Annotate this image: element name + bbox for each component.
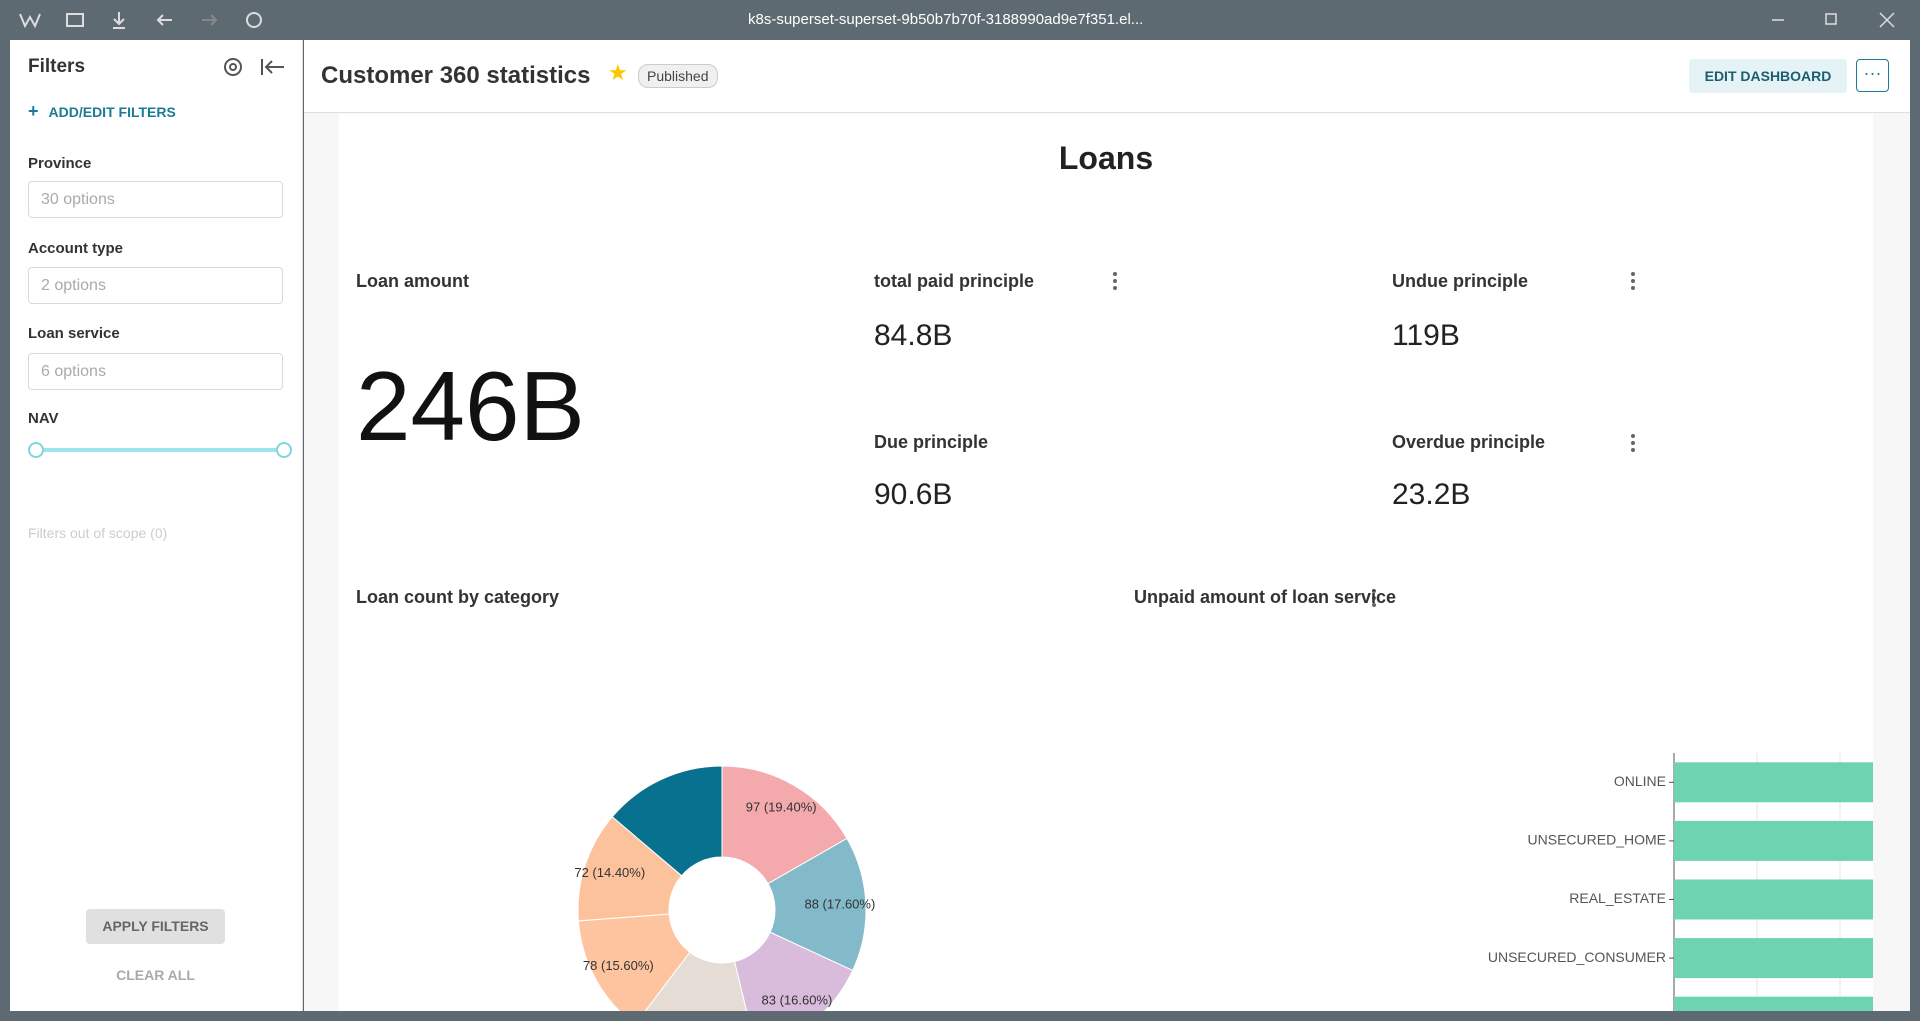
kpi-title: Overdue principle xyxy=(1392,432,1546,452)
clear-all[interactable]: CLEAR ALL xyxy=(116,967,195,983)
add-filters-text: ADD/EDIT FILTERS xyxy=(48,104,176,120)
data-label: 72 (14.40%) xyxy=(574,865,645,880)
favorite-star[interactable]: ★ xyxy=(608,60,628,85)
browser-icons xyxy=(19,12,262,29)
chart-title: Unpaid amount of loan service xyxy=(1134,587,1397,607)
dashboard-header: Customer 360 statistics ★ Published EDIT… xyxy=(304,40,1910,113)
filter-label: Province xyxy=(28,155,92,172)
dashboard: Customer 360 statistics ★ Published EDIT… xyxy=(304,40,1910,1011)
pie-slice xyxy=(577,816,683,922)
sidebar-title: Filters xyxy=(28,56,86,77)
edit-button[interactable]: EDIT DASHBOARD xyxy=(1689,59,1847,93)
dashboard-title: Customer 360 statistics xyxy=(321,62,591,89)
bar[interactable] xyxy=(1674,938,1873,979)
filter-select[interactable]: 6 options xyxy=(28,353,283,390)
kpi-value: 246B xyxy=(356,351,585,461)
dashboard-content: Loans Loan amount 246B total paid princi… xyxy=(339,114,1873,1011)
filter-label: NAV xyxy=(28,410,59,427)
y-tick-label: REAL_ESTATE xyxy=(1569,890,1666,906)
range-slider[interactable] xyxy=(26,439,296,461)
status-badge: Published xyxy=(638,64,718,88)
bar[interactable] xyxy=(1674,820,1873,861)
bar[interactable] xyxy=(1674,762,1873,803)
out-of-scope[interactable]: Filters out of scope (0) xyxy=(28,525,168,541)
pie-slice xyxy=(611,765,723,877)
kpi-title: Undue principle xyxy=(1392,271,1529,291)
filter-label: Account type xyxy=(28,240,124,257)
data-label: 88 (17.60%) xyxy=(804,896,875,911)
data-label: 83 (16.60%) xyxy=(762,993,833,1008)
filter-sidebar: Filters + ADD/EDIT FILTERS Province 30 op… xyxy=(10,40,303,1011)
apply-button[interactable]: APPLY FILTERS xyxy=(86,909,225,944)
menu[interactable] xyxy=(1113,272,1117,276)
bar[interactable] xyxy=(1674,879,1873,920)
section-heading: Loans xyxy=(1058,140,1154,176)
data-label: 78 (15.60%) xyxy=(583,958,654,973)
url[interactable]: k8s-superset-superset-9b50b7b70f-3188990… xyxy=(748,11,1144,28)
kpi-value: 119B xyxy=(1392,319,1460,352)
kpi-value: 23.2B xyxy=(1392,478,1471,511)
pie-chart: 97 (19.40%)88 (17.60%)83 (16.60%)82 (16.… xyxy=(574,765,875,1011)
bar[interactable] xyxy=(1674,996,1873,1011)
data-label: 97 (19.40%) xyxy=(746,799,817,814)
kpi-title: Loan amount xyxy=(356,271,469,291)
y-tick-label: UNSECURED_HOME xyxy=(1528,832,1666,848)
menu[interactable] xyxy=(1631,272,1635,276)
browser-bar: k8s-superset-superset-9b50b7b70f-3188990… xyxy=(0,0,1920,40)
pie-slice xyxy=(721,765,848,885)
bar-chart: 05B10B15B20B25B30BONLINEUNSECURED_HOMERE… xyxy=(1488,753,1873,1011)
filter-select[interactable]: 30 options xyxy=(28,181,283,218)
sidebar-icons[interactable] xyxy=(220,54,290,80)
window-controls xyxy=(1772,12,1895,28)
filter-select[interactable]: 2 options xyxy=(28,267,283,304)
kpi-title: total paid principle xyxy=(874,271,1035,291)
add-filters[interactable]: + ADD/EDIT FILTERS xyxy=(28,101,176,121)
menu[interactable] xyxy=(1631,434,1635,438)
more-button[interactable]: ··· xyxy=(1856,59,1889,92)
chart-title: Loan count by category xyxy=(356,587,560,607)
filter-label: Loan service xyxy=(28,325,120,342)
pie-slice xyxy=(577,913,691,1011)
pie-slice xyxy=(644,951,748,1011)
menu[interactable] xyxy=(1372,589,1376,593)
kpi-title: Due principle xyxy=(874,432,989,452)
y-tick-label: ONLINE xyxy=(1614,773,1666,789)
pie-slice xyxy=(733,931,854,1011)
kpi-value: 84.8B xyxy=(874,319,953,352)
kpi-value: 90.6B xyxy=(874,478,953,511)
y-tick-label: UNSECURED_CONSUMER xyxy=(1488,949,1666,965)
y-tick-label: INSTALLMENT_VEHICLE xyxy=(1503,1007,1666,1011)
pie-slice xyxy=(767,837,867,972)
